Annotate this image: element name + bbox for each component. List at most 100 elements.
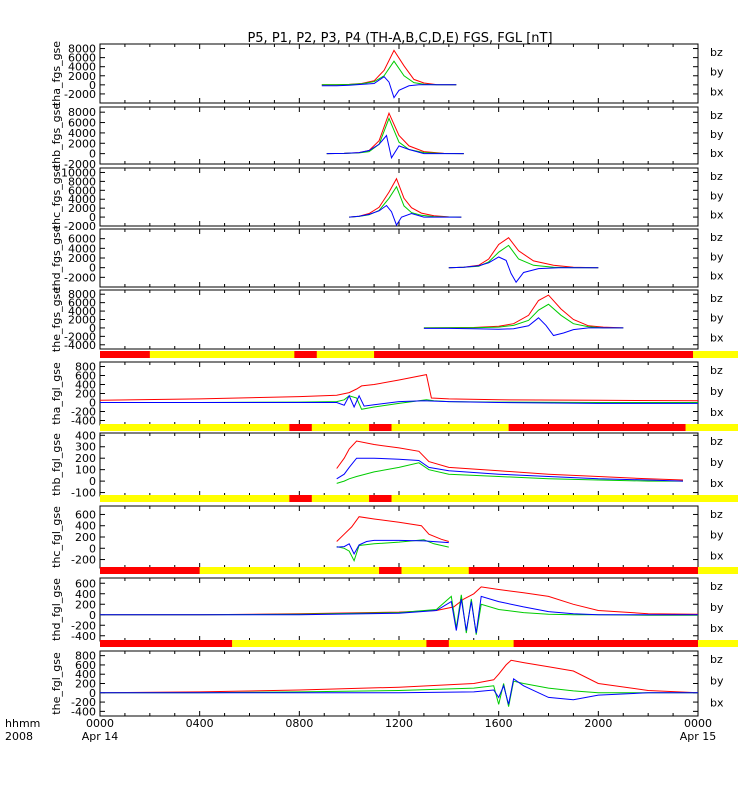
status-bar-segment xyxy=(289,424,312,431)
legend-by: by xyxy=(710,250,724,263)
y-tick-label: 6000 xyxy=(68,117,96,130)
panel-frame xyxy=(99,228,699,288)
series-bx-line xyxy=(448,256,599,284)
panel-frame xyxy=(99,577,699,642)
thc-bar xyxy=(100,495,738,502)
y-tick-label: 8000 xyxy=(68,175,96,188)
tha-bar xyxy=(100,351,738,358)
status-bar-segment xyxy=(513,640,698,647)
series-bz-line xyxy=(336,440,684,481)
y-tick-label: 100 xyxy=(75,464,96,477)
y-tick-label: 0 xyxy=(89,148,96,161)
panel-frame xyxy=(99,650,699,717)
the-bar xyxy=(100,640,738,647)
panel-frame xyxy=(99,167,699,227)
legend-bx: bx xyxy=(710,622,724,635)
legend-bx: bx xyxy=(710,147,724,160)
series-by-line xyxy=(100,594,698,635)
legend-bz: bz xyxy=(710,109,723,122)
date-label: Apr 14 xyxy=(82,730,119,743)
panel-ylabel: thb_fgs_gse xyxy=(50,103,63,169)
series-by-line xyxy=(349,185,462,218)
y-tick-label: -100 xyxy=(71,487,96,500)
y-tick-label: 800 xyxy=(75,361,96,374)
y-tick-label: 0 xyxy=(89,475,96,488)
y-tick-label: 400 xyxy=(75,379,96,392)
status-bar-background xyxy=(100,424,738,431)
status-bar-background xyxy=(100,567,738,574)
legend-bx: bx xyxy=(710,696,724,709)
status-bar-segment xyxy=(100,640,233,647)
legend-bx: bx xyxy=(710,209,724,222)
y-tick-label: 600 xyxy=(75,508,96,521)
thd-bar xyxy=(100,567,738,574)
y-tick-label: 600 xyxy=(75,659,96,672)
series-by-line xyxy=(423,303,624,329)
legend-bx: bx xyxy=(710,270,724,283)
series-bz-line xyxy=(321,49,457,86)
legend-bz: bz xyxy=(710,170,723,183)
y-tick-label: 600 xyxy=(75,577,96,590)
status-bar-segment xyxy=(468,567,698,574)
plot-title: P5, P1, P2, P3, P4 (TH-A,B,C,D,E) FGS, F… xyxy=(247,31,552,46)
y-tick-label: -400 xyxy=(71,705,96,718)
y-tick-label: 4000 xyxy=(68,127,96,140)
legend-bx: bx xyxy=(710,331,724,344)
legend-by: by xyxy=(710,385,724,398)
panel-ylabel: thc_fgs_gse xyxy=(50,165,63,230)
status-bar-segment xyxy=(369,495,392,502)
time-tick-label: 0000 xyxy=(684,717,712,730)
y-tick-label: 6000 xyxy=(68,52,96,65)
y-tick-label: 8000 xyxy=(68,288,96,301)
time-tick-label: 1200 xyxy=(385,717,413,730)
legend-bx: bx xyxy=(710,549,724,562)
y-tick-label: -400 xyxy=(71,630,96,643)
y-tick-label: 0 xyxy=(89,609,96,622)
y-tick-label: 2000 xyxy=(68,70,96,83)
y-tick-label: 200 xyxy=(75,388,96,401)
thb-bar xyxy=(100,424,738,431)
status-bar-segment xyxy=(294,351,317,358)
y-tick-label: 4000 xyxy=(68,305,96,318)
series-bx-line xyxy=(100,394,698,409)
time-tick-label: 1600 xyxy=(485,717,513,730)
y-tick-label: 6000 xyxy=(68,297,96,310)
time-tick-label: 0000 xyxy=(86,717,114,730)
series-bx-line xyxy=(326,134,464,160)
y-tick-label: 0 xyxy=(89,397,96,410)
y-tick-label: -200 xyxy=(71,619,96,632)
status-bar-segment xyxy=(426,640,449,647)
panel-ylabel: thc_fgl_gse xyxy=(50,506,63,568)
y-tick-label: -200 xyxy=(71,406,96,419)
panel-ylabel: thb_fgl_gse xyxy=(50,433,63,496)
legend-bz: bz xyxy=(710,580,723,593)
series-by-line xyxy=(448,244,599,269)
y-tick-label: 400 xyxy=(75,588,96,601)
legend-by: by xyxy=(710,675,724,688)
status-bar-segment xyxy=(100,351,150,358)
y-tick-label: 400 xyxy=(75,429,96,442)
y-tick-label: 200 xyxy=(75,678,96,691)
legend-by: by xyxy=(710,529,724,542)
y-tick-label: -4000 xyxy=(64,339,96,352)
status-bar-background xyxy=(100,640,738,647)
y-tick-label: 0 xyxy=(89,687,96,700)
status-bar-segment xyxy=(379,567,402,574)
legend-bx: bx xyxy=(710,406,724,419)
status-bar-segment xyxy=(374,351,694,358)
legend-by: by xyxy=(710,66,724,79)
legend-bz: bz xyxy=(710,46,723,59)
y-tick-label: 0 xyxy=(89,262,96,275)
panel-ylabel: thd_fgs_gse xyxy=(50,225,63,291)
series-bz-line xyxy=(349,177,462,218)
legend-bz: bz xyxy=(710,508,723,521)
time-axis-label-top: hhmm xyxy=(5,717,40,730)
